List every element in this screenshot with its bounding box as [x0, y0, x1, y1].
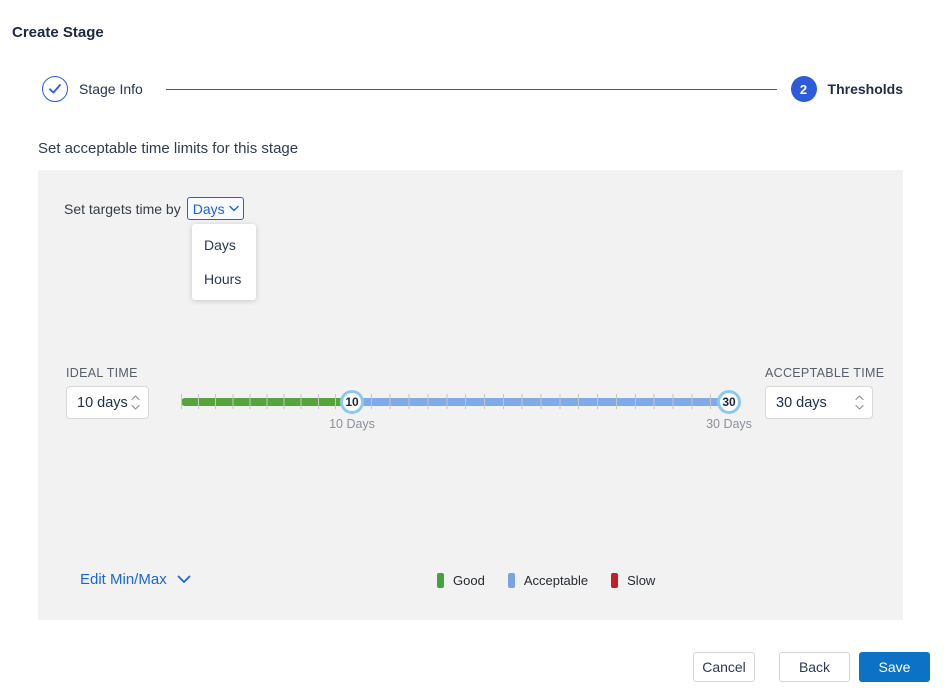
slow-swatch	[611, 573, 619, 588]
step-number-badge: 2	[790, 76, 817, 102]
chevron-down-icon	[228, 205, 239, 212]
good-swatch	[437, 573, 444, 588]
legend-item-good: Good	[437, 573, 485, 588]
chevron-down-icon	[177, 575, 191, 583]
acceptable-swatch	[507, 573, 515, 588]
acceptable-time-label: ACCEPTABLE TIME	[765, 366, 885, 380]
stepper-connector-line	[165, 88, 777, 90]
stepper-step-stage-info[interactable]: Stage Info	[42, 76, 143, 102]
save-button[interactable]: Save	[859, 652, 930, 682]
good-label: Good	[453, 573, 485, 588]
time-unit-dropdown[interactable]: Days	[186, 197, 244, 220]
spinner-up-icon[interactable]	[855, 395, 864, 401]
thresholds-panel: Set targets time by Days Days Hours IDEA…	[38, 170, 903, 620]
spinner-up-icon[interactable]	[131, 395, 140, 401]
time-unit-menu: Days Hours	[192, 224, 256, 300]
back-button[interactable]: Back	[779, 652, 850, 682]
acceptable-time-value: 30 days	[776, 394, 827, 411]
targets-label: Set targets time by	[64, 200, 181, 217]
time-unit-value: Days	[192, 200, 225, 217]
targets-row: Set targets time by Days	[64, 197, 244, 220]
legend-item-slow: Slow	[611, 573, 655, 588]
slider-handle-min[interactable]: 10	[340, 390, 364, 414]
menu-item-hours[interactable]: Hours	[204, 271, 242, 287]
slider-max-label: 30 Days	[706, 417, 752, 431]
ideal-time-input[interactable]: 10 days	[66, 386, 149, 419]
acceptable-label: Acceptable	[523, 573, 589, 588]
slow-label: Slow	[627, 573, 656, 588]
slider-ticks-good	[181, 394, 353, 409]
ideal-time-label: IDEAL TIME	[66, 366, 138, 380]
time-range-slider[interactable]: 10 30 10 Days 30 Days	[181, 386, 752, 434]
step-label-stage-info: Stage Info	[79, 81, 143, 97]
acceptable-time-input[interactable]: 30 days	[765, 386, 873, 419]
check-icon	[42, 76, 68, 102]
page-title: Create Stage	[12, 24, 104, 41]
stepper: Stage Info 2 Thresholds	[42, 76, 903, 102]
cancel-button[interactable]: Cancel	[693, 652, 755, 682]
step-label-thresholds: Thresholds	[827, 81, 903, 97]
legend-item-acceptable: Acceptable	[507, 573, 589, 588]
slider-ticks-acceptable	[352, 394, 730, 409]
spinner-down-icon[interactable]	[131, 404, 140, 410]
spinner-down-icon[interactable]	[855, 404, 864, 410]
ideal-time-value: 10 days	[77, 394, 128, 411]
edit-minmax-link[interactable]: Edit Min/Max	[80, 571, 191, 588]
legend: Good Acceptable Slow	[437, 573, 655, 588]
stepper-step-thresholds[interactable]: 2 Thresholds	[790, 76, 903, 102]
edit-minmax-label: Edit Min/Max	[80, 571, 167, 588]
slider-min-label: 10 Days	[329, 417, 375, 431]
section-heading: Set acceptable time limits for this stag…	[38, 140, 299, 157]
menu-item-days[interactable]: Days	[204, 237, 236, 253]
slider-handle-max[interactable]: 30	[717, 390, 741, 414]
